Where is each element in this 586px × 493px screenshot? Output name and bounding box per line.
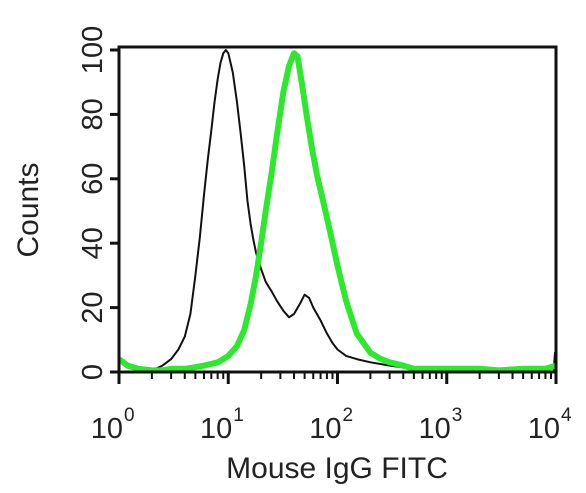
x-tick-label-exponent: 3 (452, 405, 463, 426)
series-layer (117, 49, 557, 374)
x-tick-label-base: 10 (91, 413, 123, 445)
y-tick-label: 40 (77, 227, 109, 259)
histogram-series-2 (117, 50, 557, 374)
x-tick-label-base: 10 (309, 413, 341, 445)
y-ticks: 0 20 40 60 80 100 (77, 26, 119, 380)
x-axis-title: Mouse IgG FITC (226, 452, 448, 485)
x-tick-label-base: 10 (200, 413, 232, 445)
plot-frame (117, 45, 558, 374)
y-tick-label: 0 (77, 364, 109, 380)
y-tick-label: 80 (77, 98, 109, 130)
x-tick-label-exponent: 1 (233, 405, 244, 426)
x-tick-label-exponent: 4 (561, 405, 572, 426)
histogram-series-1 (119, 49, 557, 373)
x-tick-label-base: 10 (418, 413, 450, 445)
y-tick-label: 60 (77, 163, 109, 195)
y-tick-label: 100 (77, 26, 109, 74)
x-ticks: 10 0 10 1 10 2 10 3 10 4 (91, 372, 572, 445)
x-tick-label-exponent: 0 (124, 405, 135, 426)
y-tick-label: 20 (77, 291, 109, 323)
x-tick-label-base: 10 (528, 413, 560, 445)
x-tick-label-exponent: 2 (343, 405, 354, 426)
y-axis-title: Counts (12, 162, 45, 257)
